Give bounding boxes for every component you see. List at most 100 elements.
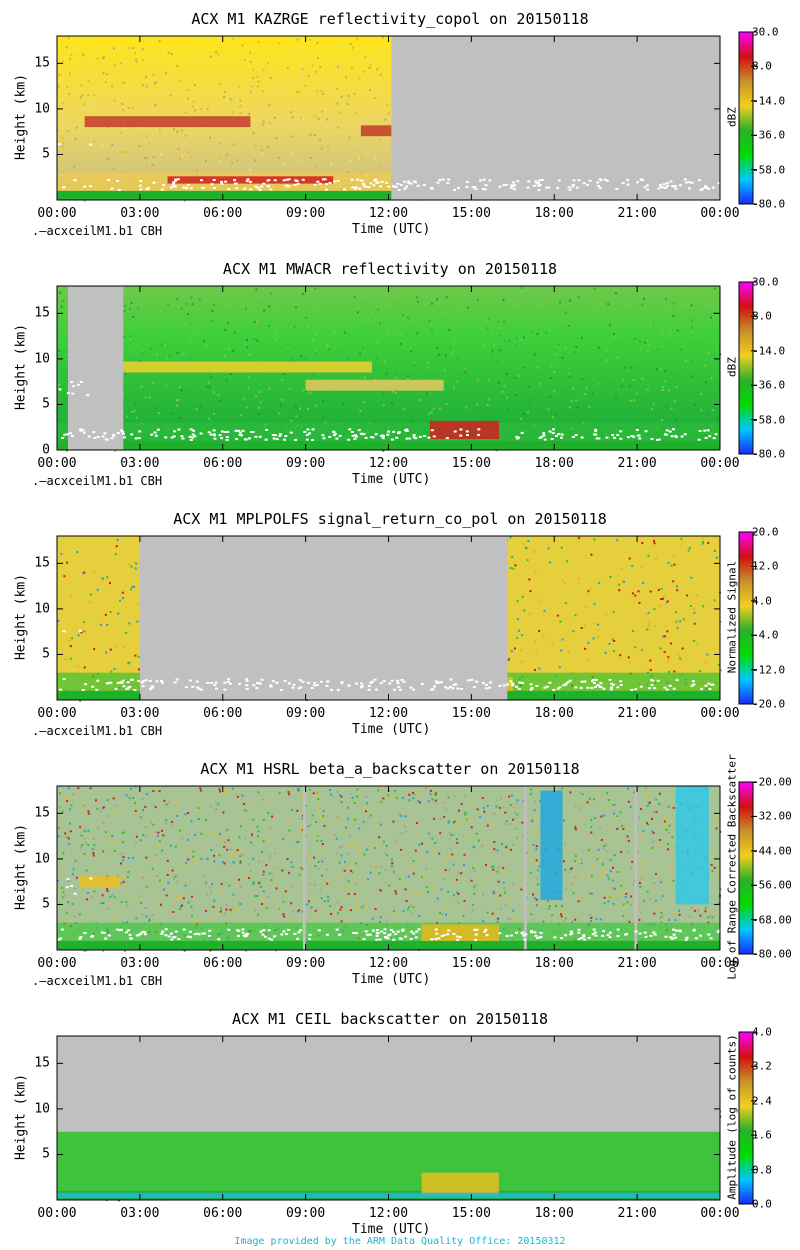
y-tick-label: 15 [34, 305, 50, 321]
x-tick-label: 00:00 [700, 206, 740, 221]
footer-credit: Image provided by the ARM Data Quality O… [234, 1236, 566, 1247]
x-tick-label: 15:00 [451, 456, 491, 471]
chart-title: ACX M1 KAZRGE reflectivity_copol on 2015… [191, 10, 589, 28]
ceilometer-cbh-markers [58, 143, 721, 191]
x-tick-label: 21:00 [617, 206, 657, 221]
colorbar-tick-label: 30.0 [752, 25, 779, 39]
y-axis-label: Height (km) [13, 1073, 29, 1161]
x-tick-label: 21:00 [617, 706, 657, 721]
overlay-legend: .—acxceilM1.b1 CBH [32, 224, 163, 238]
x-tick-label: 09:00 [286, 206, 326, 221]
colorbar-tick-label: 8.0 [752, 59, 772, 73]
colorbar-tick-label: 3.2 [752, 1059, 772, 1073]
x-tick-label: 00:00 [37, 706, 77, 721]
x-tick-label: 09:00 [286, 956, 326, 971]
x-tick-label: 12:00 [368, 956, 409, 971]
x-tick-label: 00:00 [37, 456, 77, 471]
plot-svg [56, 1031, 757, 1205]
x-axis-label: Time (UTC) [352, 472, 431, 487]
colorbar-tick-label: -56.00 [752, 878, 792, 892]
colorbar-tick-label: 30.0 [752, 275, 779, 289]
x-tick-label: 00:00 [700, 456, 740, 471]
x-tick-label: 09:00 [286, 706, 326, 721]
colorbar-tick-label: -36.0 [752, 378, 786, 392]
colorbar-tick-label: -58.0 [752, 163, 786, 177]
x-tick-label: 03:00 [120, 706, 160, 721]
panel-1: 00:00 03:00 06:00 09:00 12:00 15:00 18:00 21:00… [0, 0, 800, 250]
missing-data-region [634, 786, 638, 950]
plot-svg [56, 531, 757, 705]
x-tick-label: 06:00 [203, 956, 243, 971]
y-tick-label: 15 [34, 555, 50, 571]
y-tick-label: 5 [42, 896, 50, 912]
y-tick-label: 10 [34, 601, 50, 617]
colorbar [738, 531, 754, 705]
panel-2: 00:00 03:00 06:00 09:00 12:00 15:00 18:00 21:00… [0, 250, 800, 500]
x-tick-label: 06:00 [203, 456, 243, 471]
missing-data-region [523, 786, 527, 950]
y-tick-label: 15 [34, 805, 50, 821]
overlay-legend: .—acxceilM1.b1 CBH [32, 474, 163, 488]
colorbar-label: dBZ [725, 107, 739, 127]
x-tick-label: 18:00 [534, 456, 574, 471]
overlay-legend: .—acxceilM1.b1 CBH [32, 974, 163, 988]
colorbar-tick-label: -36.0 [752, 128, 786, 142]
x-tick-label: 21:00 [617, 956, 657, 971]
colorbar [738, 781, 754, 955]
x-tick-label: 21:00 [617, 1206, 657, 1221]
colorbar-label: Amplitude (log of counts) [725, 1034, 739, 1200]
x-tick-label: 12:00 [368, 706, 409, 721]
colorbar [738, 31, 754, 205]
panel-5: 00:00 03:00 06:00 09:00 12:00 15:00 18:00 21:00… [0, 1000, 800, 1250]
chart-title: ACX M1 MWACR reflectivity on 20150118 [222, 260, 558, 278]
colorbar-tick-label: -20.0 [752, 697, 786, 711]
colorbar-tick-label: -32.00 [752, 809, 792, 823]
x-tick-label: 03:00 [120, 956, 160, 971]
ceilometer-cbh-markers [57, 877, 723, 941]
x-axis-label: Time (UTC) [352, 722, 431, 737]
x-axis-label: Time (UTC) [352, 222, 431, 237]
x-tick-label: 15:00 [451, 206, 491, 221]
x-tick-label: 12:00 [368, 206, 409, 221]
colorbar-tick-label: -14.0 [752, 344, 786, 358]
y-tick-label: 15 [34, 1055, 50, 1071]
x-tick-label: 00:00 [700, 956, 740, 971]
y-tick-label: 5 [42, 646, 50, 662]
x-tick-label: 09:00 [286, 1206, 326, 1221]
colorbar-tick-label: -12.0 [752, 663, 786, 677]
x-tick-label: 12:00 [368, 456, 409, 471]
colorbar-label: dBZ [725, 357, 739, 377]
colorbar-tick-label: 12.0 [752, 559, 779, 573]
colorbar-tick-label: -58.0 [752, 413, 786, 427]
panel-3: 00:00 03:00 06:00 09:00 12:00 15:00 18:00 21:00… [0, 500, 800, 750]
chart-title: ACX M1 MPLPOLFS signal_return_co_pol on … [173, 510, 607, 528]
x-tick-label: 03:00 [120, 1206, 160, 1221]
y-axis-label: Height (km) [13, 573, 29, 661]
x-tick-label: 03:00 [120, 456, 160, 471]
colorbar [738, 281, 754, 455]
colorbar-tick-label: -20.00 [752, 775, 792, 789]
missing-data-region [139, 536, 508, 700]
y-axis-label: Height (km) [13, 823, 29, 911]
x-tick-label: 00:00 [37, 1206, 77, 1221]
x-tick-label: 00:00 [700, 1206, 740, 1221]
x-tick-label: 15:00 [451, 706, 491, 721]
colorbar-tick-label: 1.6 [752, 1128, 772, 1142]
x-axis-label: Time (UTC) [352, 1222, 431, 1237]
x-tick-label: 21:00 [617, 456, 657, 471]
colorbar-tick-label: 4.0 [752, 594, 772, 608]
colorbar-tick-label: 0.0 [752, 1197, 772, 1211]
colorbar-tick-label: 20.0 [752, 525, 779, 539]
missing-data-region [68, 286, 124, 450]
y-tick-label: 5 [42, 1146, 50, 1162]
colorbar-tick-label: -44.00 [752, 844, 792, 858]
x-tick-label: 12:00 [368, 1206, 409, 1221]
x-tick-label: 00:00 [37, 956, 77, 971]
x-axis-label: Time (UTC) [352, 972, 431, 987]
x-tick-label: 09:00 [286, 456, 326, 471]
x-tick-label: 18:00 [534, 1206, 574, 1221]
plot-svg [56, 31, 757, 205]
x-tick-label: 15:00 [451, 1206, 491, 1221]
overlay-legend: .—acxceilM1.b1 CBH [32, 724, 163, 738]
